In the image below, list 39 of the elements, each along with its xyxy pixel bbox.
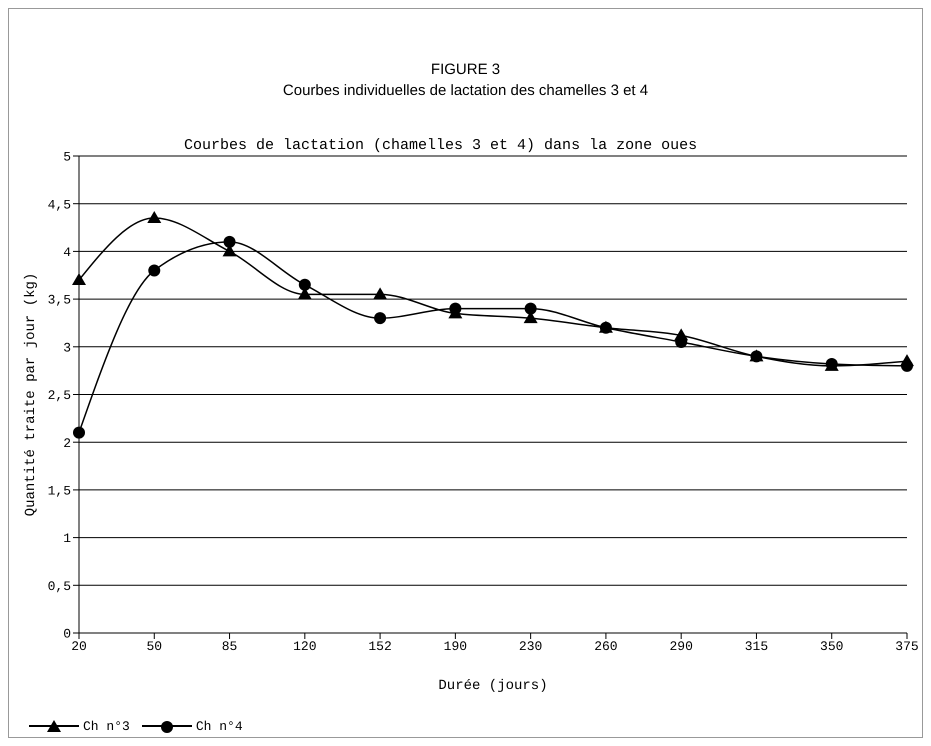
point — [147, 211, 162, 224]
x-tick-label: 50 — [146, 639, 162, 654]
point — [148, 264, 160, 276]
x-tick-label: 260 — [594, 639, 618, 654]
y-tick-label: 0 — [63, 626, 71, 642]
x-tick-label: 375 — [895, 639, 919, 654]
point — [374, 312, 386, 324]
y-tick-label: 1 — [63, 531, 72, 546]
x-tick-label: 85 — [222, 639, 238, 654]
x-tick-label: 120 — [293, 639, 317, 654]
y-tick-label: 4 — [63, 245, 72, 260]
x-tick-label: 315 — [744, 639, 768, 654]
point — [224, 236, 236, 248]
legend-label: Ch n°3 — [83, 718, 130, 734]
x-axis-title: Durée (jours) — [438, 678, 548, 694]
point — [373, 287, 388, 300]
point — [72, 273, 86, 286]
y-tick-label: 4,5 — [48, 197, 71, 212]
y-tick-label: 3,5 — [48, 292, 71, 308]
text: Courbes de lactation (chamelles 3 et 4) dans la zone oues — [184, 137, 698, 154]
x-tick-label: 290 — [669, 639, 693, 654]
x-tick-label: 350 — [820, 639, 844, 654]
y-tick-label: 1,5 — [48, 484, 71, 499]
legend-label: Ch n°4 — [196, 718, 243, 734]
y-tick-label: 3 — [63, 340, 71, 356]
y-axis-title: Quantité traite par jour (kg) — [22, 272, 39, 516]
y-tick-label: 5 — [63, 150, 71, 165]
chart-subtitle: Courbes individuelles de lactation des chamelles 3 et 4 — [282, 81, 650, 101]
y-tick-label: 2,5 — [48, 388, 71, 404]
point — [298, 278, 311, 291]
x-tick-label: 190 — [444, 639, 468, 654]
point — [73, 426, 85, 439]
y-tick-label: 0,5 — [48, 578, 71, 594]
x-tick-label: 230 — [518, 639, 542, 654]
chart-title: FIGURE 3 — [430, 60, 502, 80]
x-tick-label: 152 — [368, 639, 392, 654]
y-tick-label: 2 — [63, 436, 71, 451]
x-tick-label: 20 — [71, 639, 87, 654]
point — [524, 302, 537, 315]
